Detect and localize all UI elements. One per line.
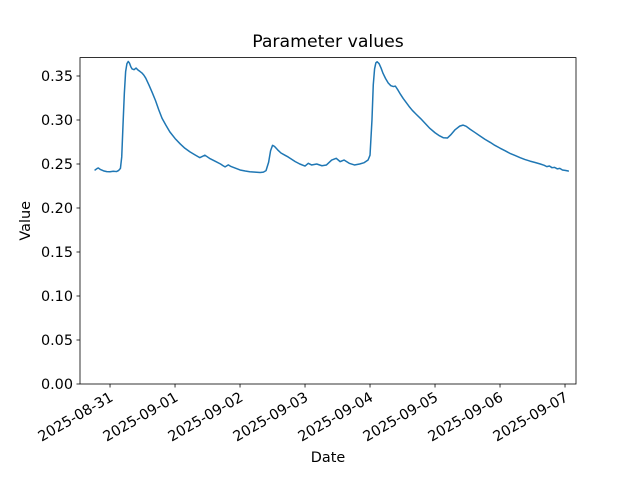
x-axis-label: Date xyxy=(311,450,346,466)
y-tick-label: 0.35 xyxy=(41,69,73,85)
y-tick-label: 0.15 xyxy=(41,245,73,261)
chart-title: Parameter values xyxy=(252,32,404,52)
plot-area: 0.000.050.100.150.200.250.300.352025-08-… xyxy=(36,57,577,445)
y-axis-label: Value xyxy=(18,201,34,241)
y-tick-label: 0.00 xyxy=(41,377,73,393)
data-line-parameter xyxy=(94,60,570,174)
y-tick-label: 0.20 xyxy=(41,201,73,217)
axes-spines xyxy=(79,57,577,385)
y-tick-label: 0.10 xyxy=(41,289,73,305)
y-tick-label: 0.25 xyxy=(41,157,73,173)
y-tick-label: 0.05 xyxy=(41,333,73,349)
y-tick-label: 0.30 xyxy=(41,113,73,129)
